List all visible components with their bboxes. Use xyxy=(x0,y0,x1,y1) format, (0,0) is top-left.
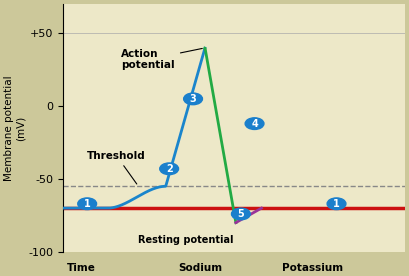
Text: Action
potential: Action potential xyxy=(121,48,202,70)
Text: 1: 1 xyxy=(333,199,340,209)
Text: Time: Time xyxy=(67,264,96,274)
Ellipse shape xyxy=(160,163,179,175)
Text: Sodium: Sodium xyxy=(178,264,222,274)
Text: 1: 1 xyxy=(84,199,90,209)
Ellipse shape xyxy=(78,198,97,209)
Text: 3: 3 xyxy=(190,94,196,104)
Ellipse shape xyxy=(231,208,250,220)
Y-axis label: Membrane potential
(mV): Membrane potential (mV) xyxy=(4,75,26,181)
Text: Threshold: Threshold xyxy=(87,151,146,184)
Text: 4: 4 xyxy=(251,119,258,129)
Text: Potassium: Potassium xyxy=(282,264,343,274)
Text: 2: 2 xyxy=(166,164,173,174)
Ellipse shape xyxy=(184,93,202,105)
Text: 5: 5 xyxy=(238,209,244,219)
Text: Resting potential: Resting potential xyxy=(138,235,234,245)
Ellipse shape xyxy=(245,118,264,129)
Ellipse shape xyxy=(327,198,346,209)
